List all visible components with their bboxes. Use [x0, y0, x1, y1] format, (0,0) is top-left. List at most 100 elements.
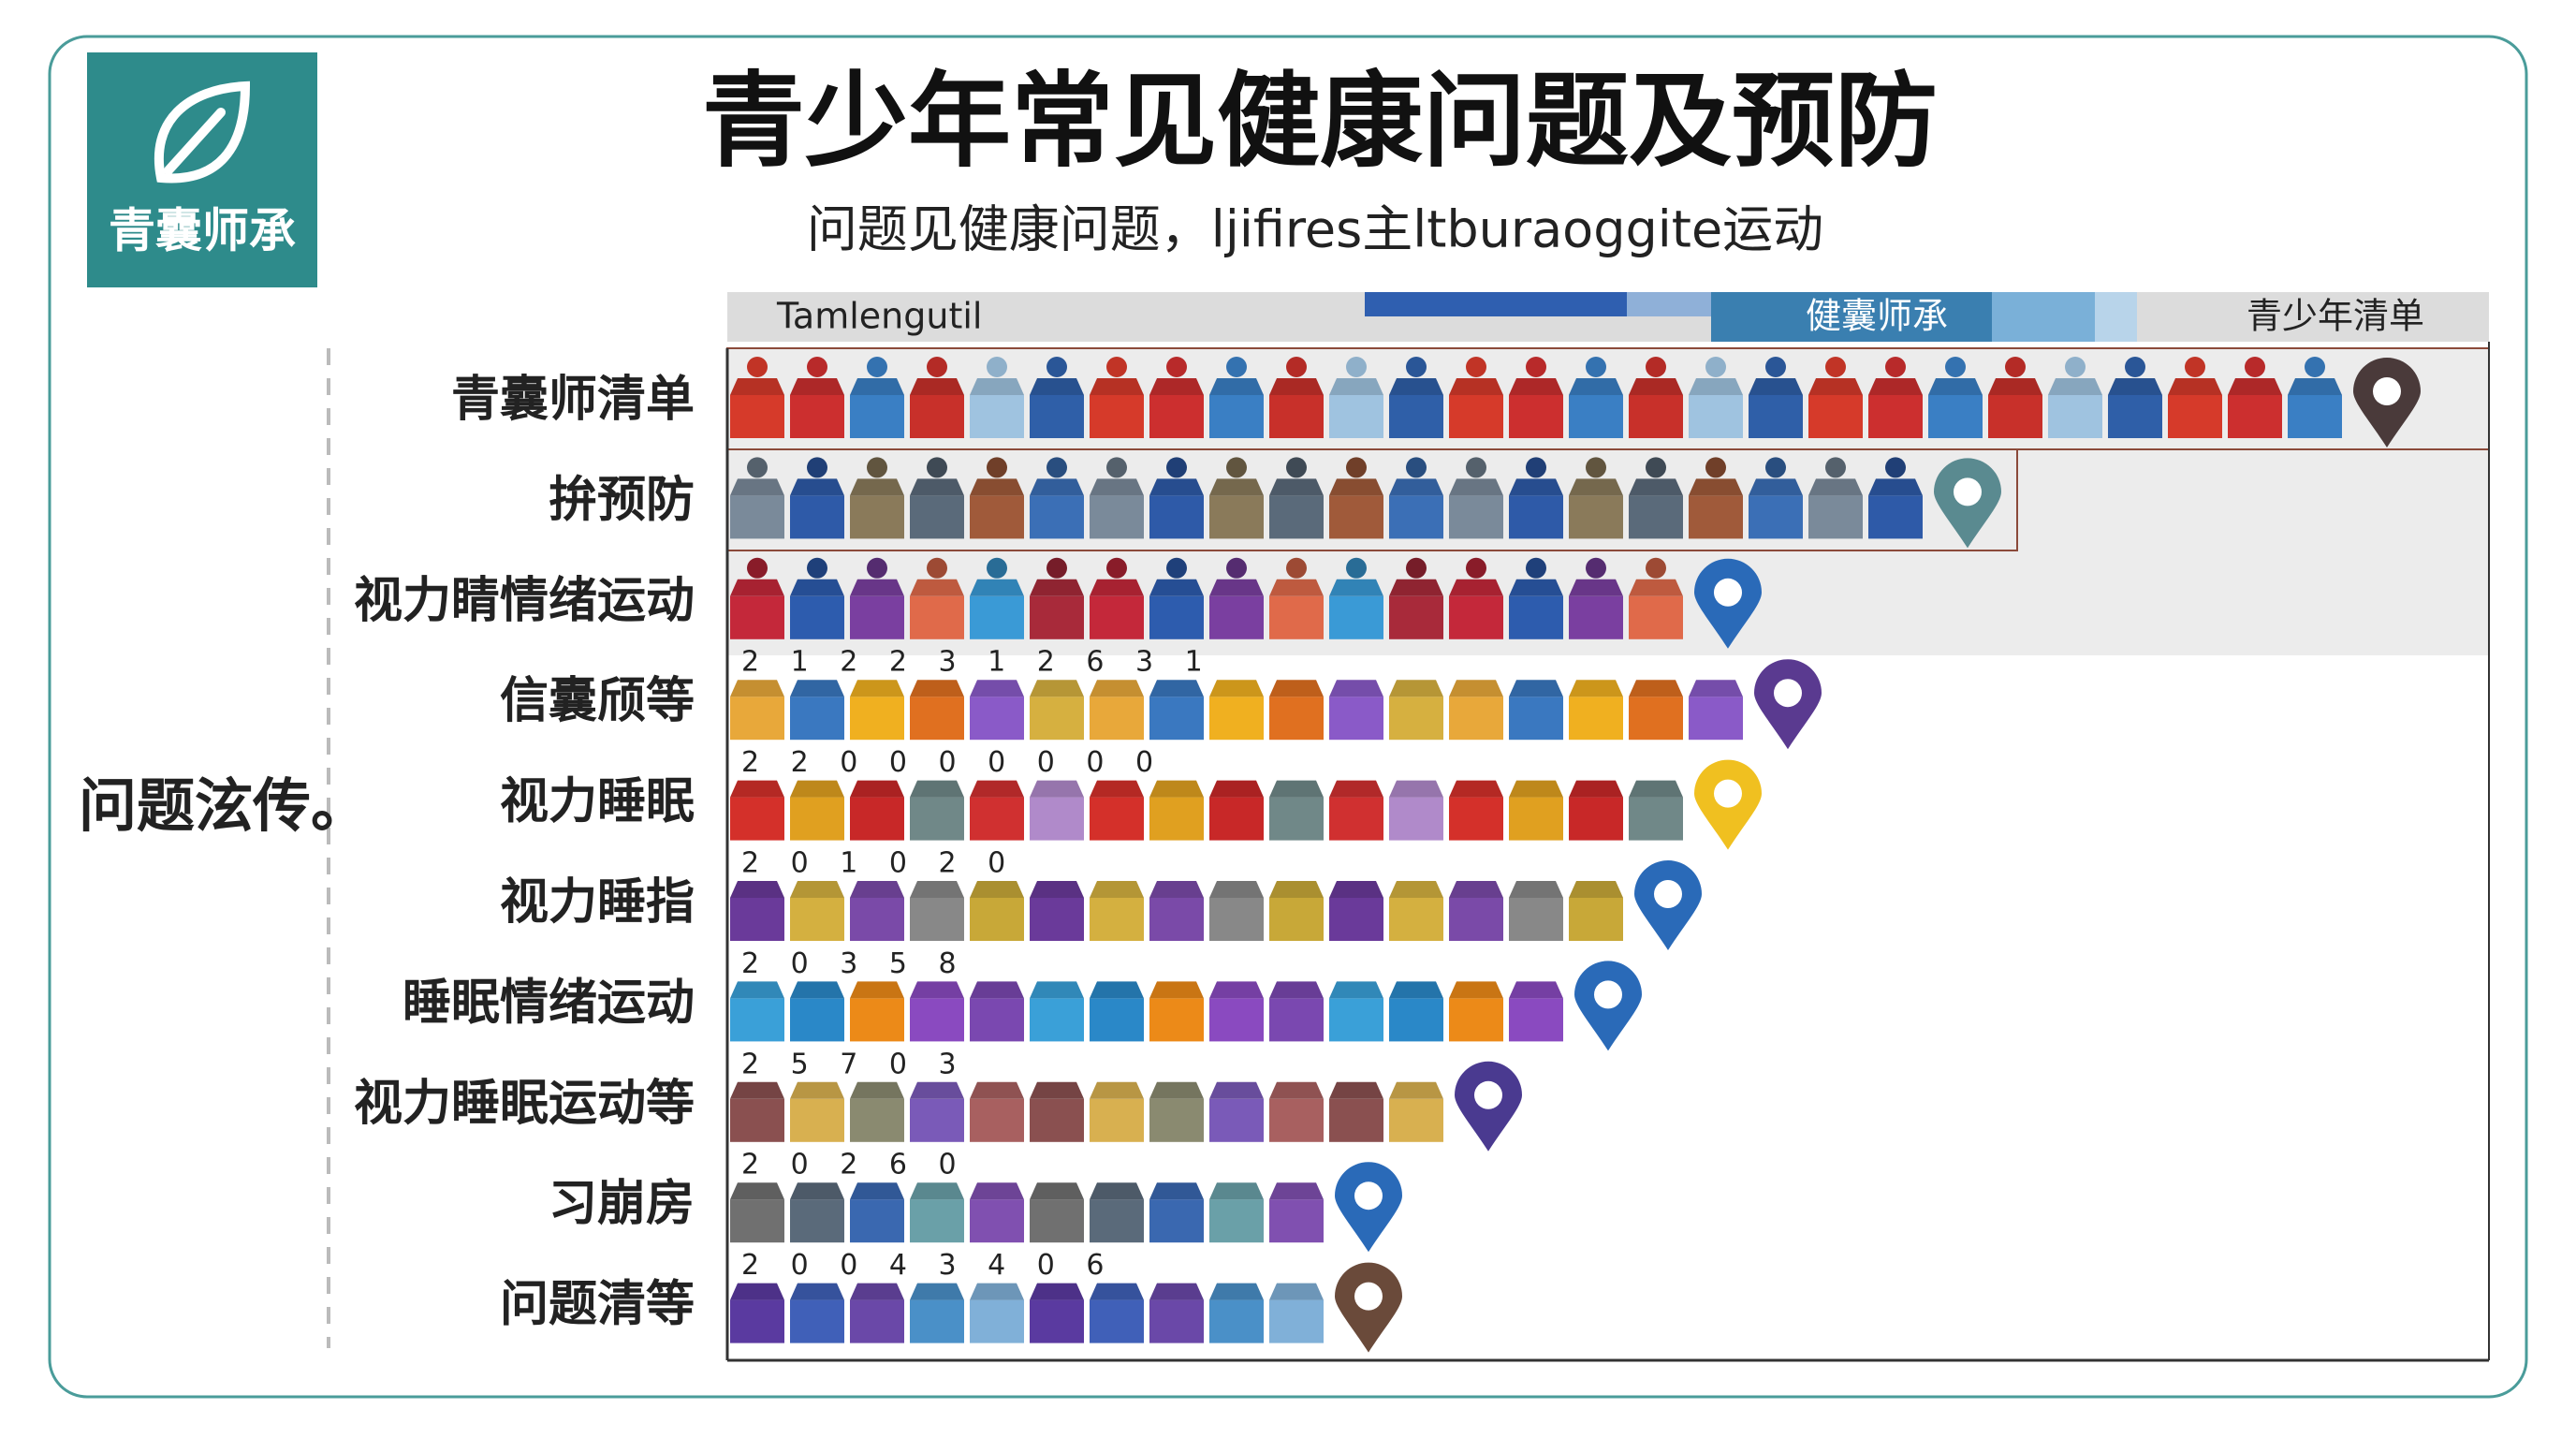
pictogram-cap — [1090, 579, 1144, 596]
pictogram-bar — [730, 1182, 1324, 1243]
pictogram-block — [1149, 998, 1204, 1042]
pictogram-block — [970, 998, 1024, 1042]
pictogram-block — [730, 1199, 784, 1243]
pictogram-head — [987, 557, 1007, 579]
pictogram-cap — [2288, 378, 2342, 395]
pictogram-cap — [1389, 881, 1443, 898]
pictogram-block — [790, 797, 844, 841]
pictogram-block — [910, 998, 964, 1042]
map-pin-dot — [1954, 477, 1982, 506]
pictogram-head — [1106, 357, 1127, 377]
pictogram-cap — [1629, 780, 1683, 798]
pictogram-head — [807, 557, 827, 579]
pictogram-cap — [1449, 780, 1503, 798]
row-label: 视力睡指 — [500, 874, 695, 931]
pictogram-cap — [1030, 1182, 1084, 1200]
pictogram-cap — [1209, 1081, 1264, 1099]
pictogram-cap — [1629, 579, 1683, 596]
pictogram-block — [1090, 495, 1144, 539]
legend-swatch — [1992, 292, 2095, 342]
pictogram-cap — [970, 981, 1024, 999]
pictogram-block — [1329, 797, 1383, 841]
pictogram-block — [1629, 797, 1683, 841]
pictogram-cap — [1569, 780, 1623, 798]
pictogram-head — [1046, 557, 1067, 579]
pictogram-cap — [970, 478, 1024, 496]
row-note: 2 5 7 0 3 — [741, 1048, 968, 1080]
pictogram-head — [807, 457, 827, 478]
pictogram-block — [1269, 797, 1324, 841]
pictogram-cap — [1449, 579, 1503, 596]
pictogram-head — [2065, 357, 2086, 377]
pictogram-cap — [790, 478, 844, 496]
pictogram-cap — [1509, 981, 1563, 999]
pictogram-block — [1449, 595, 1503, 639]
row-label: 问题清等 — [500, 1277, 695, 1333]
pictogram-block — [1090, 1199, 1144, 1243]
pictogram-cap — [1868, 378, 1923, 395]
pictogram-cap — [1329, 881, 1383, 898]
map-pin-dot — [1774, 679, 1802, 708]
pictogram-cap — [1509, 378, 1563, 395]
pictogram-block — [970, 495, 1024, 539]
pictogram-block — [1629, 595, 1683, 639]
row-note: 2 0 0 4 3 4 0 6 — [741, 1249, 1115, 1282]
pictogram-bar — [730, 780, 1683, 841]
pictogram-cap — [1988, 378, 2042, 395]
pictogram-block — [970, 697, 1024, 741]
pictogram-head — [927, 357, 947, 377]
pictogram-cap — [850, 780, 904, 798]
pictogram-head — [1226, 357, 1247, 377]
pictogram-cap — [970, 378, 1024, 395]
pictogram-head — [1406, 357, 1427, 377]
pictogram-cap — [850, 1081, 904, 1099]
pictogram-block — [730, 898, 784, 941]
pictogram-cap — [1209, 780, 1264, 798]
pictogram-block — [1389, 1098, 1443, 1142]
pictogram-block — [1329, 697, 1383, 741]
pictogram-cap — [1149, 881, 1204, 898]
row-note: 2 0 1 0 2 0 — [741, 847, 1017, 880]
pictogram-block — [910, 797, 964, 841]
side-label: 问题泫传。 — [79, 771, 369, 840]
pictogram-cap — [1269, 478, 1324, 496]
pictogram-head — [867, 557, 887, 579]
pictogram-cap — [970, 579, 1024, 596]
pictogram-head — [807, 357, 827, 377]
pictogram-block — [1149, 697, 1204, 741]
pictogram-head — [1586, 457, 1606, 478]
pictogram-block — [730, 1299, 784, 1343]
pictogram-cap — [790, 1182, 844, 1200]
pictogram-cap — [1449, 378, 1503, 395]
pictogram-cap — [970, 680, 1024, 697]
pictogram-head — [1526, 357, 1546, 377]
pictogram-cap — [1090, 478, 1144, 496]
pictogram-head — [1346, 457, 1367, 478]
pictogram-cap — [1449, 680, 1503, 697]
row-label: 习崩房 — [549, 1176, 695, 1232]
pictogram-cap — [1269, 881, 1324, 898]
pictogram-cap — [1569, 579, 1623, 596]
logo-text: 青囊师承 — [109, 204, 296, 258]
pictogram-cap — [790, 1283, 844, 1300]
pictogram-head — [1166, 457, 1187, 478]
pictogram-block — [790, 395, 844, 438]
pictogram-cap — [1329, 579, 1383, 596]
pictogram-cap — [1269, 680, 1324, 697]
pictogram-head — [1646, 457, 1666, 478]
pictogram-cap — [2048, 378, 2102, 395]
pictogram-block — [1149, 797, 1204, 841]
pictogram-block — [1329, 898, 1383, 941]
pictogram-cap — [970, 1081, 1024, 1099]
pictogram-block — [1149, 395, 1204, 438]
pictogram-head — [1586, 357, 1606, 377]
pictogram-block — [1030, 797, 1084, 841]
pictogram-block — [1808, 495, 1863, 539]
pictogram-cap — [1389, 378, 1443, 395]
pictogram-cap — [790, 1081, 844, 1099]
legend-swatch — [2095, 292, 2137, 342]
pictogram-block — [1030, 595, 1084, 639]
pictogram-block — [1209, 998, 1264, 1042]
pictogram-head — [1346, 557, 1367, 579]
pictogram-block — [1389, 797, 1443, 841]
